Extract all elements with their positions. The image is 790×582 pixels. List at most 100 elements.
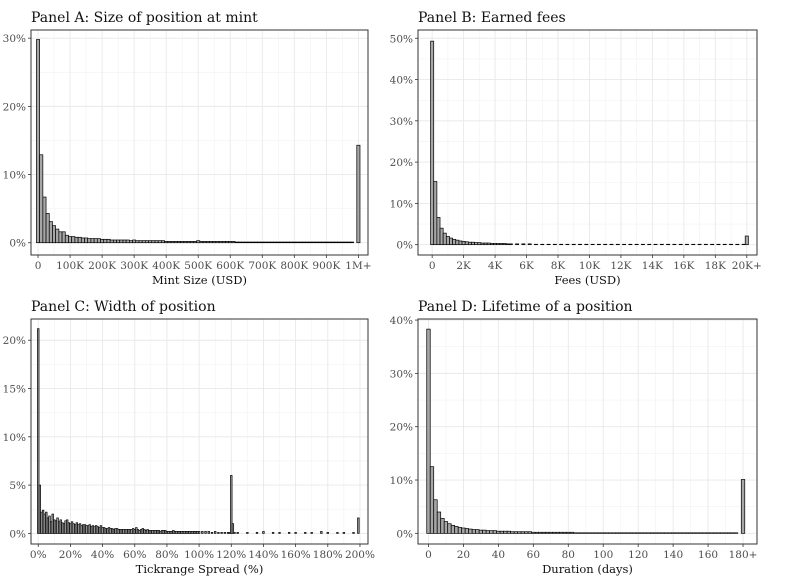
panel-d-bar xyxy=(587,532,592,534)
panel-d-bar xyxy=(433,499,438,534)
panel-a-x-axis-label: Mint Size (USD) xyxy=(152,273,247,287)
panel-c-bar xyxy=(326,532,329,534)
panel-d-bar xyxy=(695,532,700,534)
panel-d-bar xyxy=(450,524,456,534)
panel-c-bar xyxy=(304,532,307,534)
panel-c-bar xyxy=(233,532,236,534)
panel-d-bar xyxy=(650,532,655,534)
panel-d-x-tick-label: 140 xyxy=(663,549,683,561)
panel-b-x-tick-label: 8K xyxy=(551,260,566,272)
panel-d-bar xyxy=(629,532,634,534)
panel-c-bar xyxy=(336,532,339,534)
panel-d-x-tick-label: 80 xyxy=(562,549,575,561)
panel-c-x-tick-label: 80% xyxy=(155,549,178,561)
panel-d-bar xyxy=(510,531,515,534)
panel-d-bar xyxy=(671,532,676,534)
panel-b-bar xyxy=(521,243,526,246)
panel-c-bar xyxy=(278,532,281,534)
panel-b-bar xyxy=(433,181,438,246)
panel-d-bar xyxy=(657,532,662,534)
panel-d-bar xyxy=(733,532,739,534)
panel-c-bar xyxy=(231,523,235,534)
panel-d-x-tick-label: 60 xyxy=(527,549,540,561)
panel-d-bar xyxy=(712,532,718,534)
panel-d-plot-area xyxy=(418,319,757,544)
panel-d-bar xyxy=(552,531,557,534)
panel-c-bar xyxy=(223,532,226,534)
panel-b-bar xyxy=(527,243,532,246)
panel-b-frame xyxy=(417,29,758,256)
panel-d-bar xyxy=(688,532,693,534)
panel-d-bar xyxy=(594,532,599,534)
panel-c-y-tick-label: 5% xyxy=(9,480,26,492)
panel-d-bar xyxy=(531,531,536,534)
panel-d-bar xyxy=(517,531,522,534)
panel-d-bar xyxy=(506,530,511,534)
panel-a-x-tick-label: 0 xyxy=(35,260,42,272)
panel-c-x-tick-label: 40% xyxy=(91,549,114,561)
panel-c-y-tick-label: 15% xyxy=(3,384,26,396)
panel-b-title: Panel B: Earned fees xyxy=(418,10,566,26)
panel-c-bar xyxy=(37,328,40,534)
panel-d-y-tick-label: 20% xyxy=(390,422,413,434)
panel-a-x-tick-label: 400K xyxy=(152,260,180,272)
panel-d-bar xyxy=(520,531,525,534)
panel-d-bar xyxy=(685,532,690,534)
panel-d-bar xyxy=(583,532,588,534)
panel-b-x-axis-label: Fees (USD) xyxy=(554,273,620,287)
panel-d-bar xyxy=(471,529,477,534)
panel-a-y-tick-label: 20% xyxy=(3,101,26,113)
panel-a-y-tick-label: 10% xyxy=(3,170,26,182)
panel-b-x-tick-label: 6K xyxy=(519,260,534,272)
panel-d-bar xyxy=(632,532,637,534)
panel-d-bar xyxy=(667,532,672,534)
panel-c-bar xyxy=(262,531,265,534)
panel-b-y-tick-label: 20% xyxy=(390,157,413,169)
panel-b-y-tick-label: 40% xyxy=(390,75,413,87)
panel-b-x-tick-label: 0 xyxy=(429,260,436,272)
panel-c-bar xyxy=(217,532,220,534)
panel-b-x-tick-label: 20K+ xyxy=(732,260,762,272)
panel-b-y-tick-label: 50% xyxy=(390,33,413,45)
panel-b-bar xyxy=(430,40,435,246)
panel-c-x-tick-label: 120% xyxy=(216,549,246,561)
panel-d-bar xyxy=(590,532,595,534)
panel-d-title: Panel D: Lifetime of a position xyxy=(418,299,633,315)
panel-d-bar xyxy=(664,532,669,534)
panel-d-bar xyxy=(646,532,651,534)
panel-c-bar xyxy=(210,532,214,534)
panel-d-bar xyxy=(681,532,686,534)
panel-d-bar xyxy=(597,532,602,534)
panel-d-bar xyxy=(538,531,543,534)
panel-c-y-tick-label: 20% xyxy=(3,335,26,347)
panel-d-bar xyxy=(548,531,553,534)
panel-d-bar xyxy=(566,531,571,534)
panel-d-x-tick-label: 20 xyxy=(457,549,470,561)
panel-d-bar xyxy=(691,532,697,534)
panel-a-x-tick-label: 100K xyxy=(56,260,84,272)
panel-d-bar xyxy=(475,529,480,534)
panel-d-bar xyxy=(447,523,452,534)
panel-d-bar xyxy=(576,532,581,534)
panel-c-title: Panel C: Width of position xyxy=(31,299,216,315)
panel-d-bar xyxy=(492,530,497,534)
panel-d-bar xyxy=(569,531,574,534)
panel-c-bar xyxy=(310,532,313,534)
panel-c-y-tick-label: 0% xyxy=(9,528,26,540)
panel-d-bar xyxy=(457,527,463,534)
panel-a-x-tick-label: 300K xyxy=(120,260,148,272)
panel-d-bar xyxy=(615,532,620,534)
panel-c-bar xyxy=(230,475,233,534)
panel-d-bar xyxy=(482,529,487,534)
panel-d-bar xyxy=(545,531,550,534)
panel-d-x-tick-label: 180+ xyxy=(729,549,758,561)
panel-c-x-tick-label: 20% xyxy=(59,549,82,561)
panel-b-bar xyxy=(515,243,520,246)
panel-c-bar xyxy=(320,531,323,534)
panel-d-bar xyxy=(496,530,501,534)
panel-d-bar xyxy=(639,532,644,534)
panel-d-x-tick-label: 0 xyxy=(425,549,432,561)
